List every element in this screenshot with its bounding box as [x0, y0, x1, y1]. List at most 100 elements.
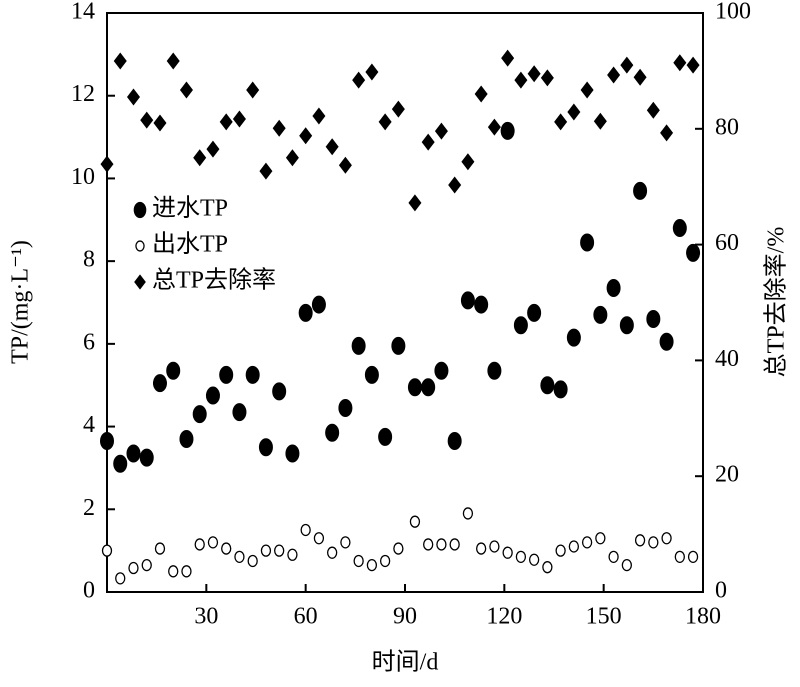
- removal-point: [246, 81, 260, 99]
- inflow-point: [166, 361, 181, 380]
- inflow-point: [686, 243, 701, 262]
- x-tick-label: 180: [685, 604, 721, 630]
- inflow-point: [527, 303, 542, 322]
- inflow-point: [245, 365, 260, 384]
- legend-marker: [134, 274, 146, 290]
- inflow-point: [311, 295, 326, 314]
- outflow-point: [476, 542, 487, 555]
- inflow-point: [113, 454, 128, 473]
- outflow-point: [687, 550, 699, 563]
- removal-point: [660, 124, 674, 142]
- removal-point: [338, 156, 352, 174]
- outflow-point: [568, 540, 580, 553]
- outflow-point: [366, 558, 378, 572]
- removal-point: [140, 111, 154, 129]
- outflow-point: [115, 572, 126, 585]
- y2-tick-label: 60: [715, 230, 739, 256]
- removal-point: [487, 118, 501, 136]
- x-tick-label: 30: [194, 604, 218, 630]
- removal-point: [567, 103, 581, 121]
- y2-tick-label: 20: [715, 462, 739, 488]
- y-tick-label: 0: [83, 578, 95, 604]
- y-tick-label: 6: [83, 329, 95, 355]
- removal-point: [527, 65, 541, 83]
- removal-point: [232, 110, 246, 128]
- outflow-point: [300, 523, 311, 537]
- removal-point: [673, 54, 687, 72]
- removal-point: [421, 133, 435, 151]
- inflow-point: [672, 219, 687, 238]
- removal-point: [434, 122, 448, 140]
- outflow-point: [634, 534, 646, 547]
- x-tick-label: 120: [486, 604, 522, 630]
- outflow-point: [234, 550, 245, 563]
- y-axis-title: TP/(mg·L⁻¹): [8, 240, 34, 364]
- removal-point: [259, 162, 273, 180]
- outflow-point: [207, 536, 219, 549]
- outflow-point: [379, 554, 391, 568]
- outflow-point: [247, 554, 258, 568]
- legend-label: 出水TP: [152, 231, 228, 258]
- inflow-point: [593, 305, 608, 324]
- outflow-point: [648, 536, 659, 549]
- removal-point: [352, 71, 366, 89]
- y-tick-label: 10: [71, 164, 95, 190]
- inflow-point: [139, 448, 154, 467]
- inflow-point: [487, 361, 502, 380]
- inflow-point: [179, 429, 194, 448]
- removal-point: [285, 149, 299, 167]
- y-tick-label: 4: [83, 412, 95, 438]
- inflow-point: [272, 382, 287, 401]
- inflow-point: [325, 423, 340, 442]
- x-tick-label: 150: [586, 604, 622, 630]
- inflow-point: [364, 365, 379, 384]
- outflow-point: [608, 550, 619, 563]
- outflow-point: [101, 544, 113, 557]
- plot-frame: [106, 12, 704, 593]
- y2-axis-title: 总TP去除率/%: [763, 227, 790, 378]
- removal-point: [391, 100, 405, 118]
- outflow-point: [221, 542, 232, 555]
- inflow-point: [338, 398, 353, 417]
- outflow-point: [502, 546, 513, 559]
- inflow-point: [258, 438, 273, 457]
- removal-point: [153, 114, 167, 132]
- removal-point: [540, 69, 554, 87]
- removal-point: [193, 149, 207, 167]
- outflow-point: [542, 561, 553, 574]
- inflow-point: [421, 378, 436, 397]
- removal-point: [646, 101, 660, 119]
- inflow-point: [500, 121, 515, 140]
- removal-point: [100, 155, 114, 173]
- y2-tick-label: 40: [715, 346, 739, 372]
- outflow-point: [555, 544, 566, 557]
- inflow-point: [100, 432, 114, 451]
- removal-point: [325, 138, 339, 156]
- outflow-point: [340, 536, 351, 549]
- outflow-point: [327, 546, 338, 559]
- outflow-point: [274, 544, 285, 557]
- outflow-point: [595, 532, 606, 545]
- inflow-point: [553, 380, 568, 399]
- removal-point: [113, 52, 127, 70]
- removal-point: [219, 113, 233, 131]
- inflow-point: [513, 316, 528, 335]
- removal-point: [365, 63, 379, 81]
- y2-tick-label: 100: [715, 0, 751, 25]
- x-axis-title: 时间/d: [372, 649, 439, 676]
- inflow-point: [580, 233, 595, 252]
- inflow-point: [659, 332, 674, 351]
- outflow-point: [489, 540, 500, 553]
- removal-point: [474, 85, 488, 103]
- outflow-point: [674, 550, 685, 563]
- outflow-point: [313, 532, 325, 545]
- inflow-point: [474, 295, 489, 314]
- inflow-point: [126, 444, 141, 463]
- inflow-point: [205, 386, 220, 405]
- inflow-point: [434, 361, 449, 380]
- removal-point: [514, 71, 528, 89]
- inflow-point: [192, 405, 207, 424]
- removal-point: [620, 56, 634, 74]
- removal-point: [408, 194, 422, 212]
